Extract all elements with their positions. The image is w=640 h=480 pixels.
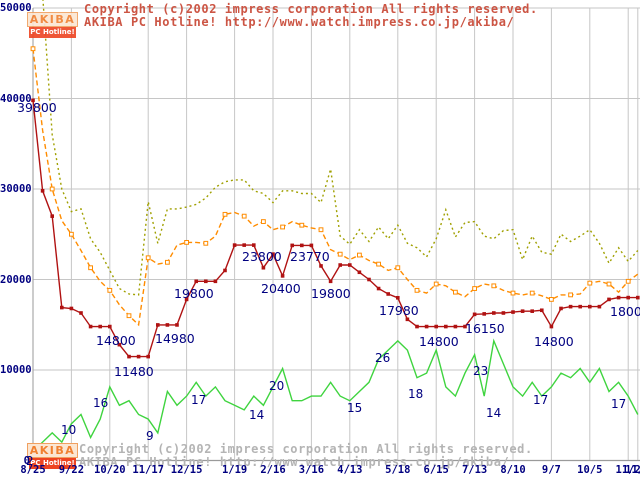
akiba-logo-text: AKIBA [27, 443, 78, 458]
akiba-logo-text: AKIBA [27, 12, 78, 27]
lowest-price-series [31, 98, 640, 359]
average-price-series [30, 46, 639, 327]
shop-count-series [32, 338, 639, 452]
highest-price-series [42, 0, 639, 296]
gridlines [32, 7, 640, 461]
site-url-line-top: AKIBA PC Hotline! http://www.watch.impre… [84, 14, 515, 29]
copyright-line-top: Copyright (c)2002 impress corporation Al… [84, 2, 538, 16]
pc-hotline-logo-text: PC Hotline! [29, 458, 76, 469]
site-url-line-bottom: AKIBA PC Hotline! http://www.watch.impre… [79, 454, 510, 469]
copyright-line-bottom: Copyright (c)2002 impress corporation Al… [79, 442, 533, 456]
watermark-top: Copyright (c)2002 impress corporation Al… [84, 3, 538, 28]
watermark-bottom: Copyright (c)2002 impress corporation Al… [79, 443, 533, 468]
akiba-pc-hotline-logo-top: AKIBA PC Hotline! [27, 12, 78, 38]
akiba-pc-hotline-logo-bottom: AKIBA PC Hotline! [27, 443, 78, 469]
pc-hotline-logo-text: PC Hotline! [29, 27, 76, 38]
